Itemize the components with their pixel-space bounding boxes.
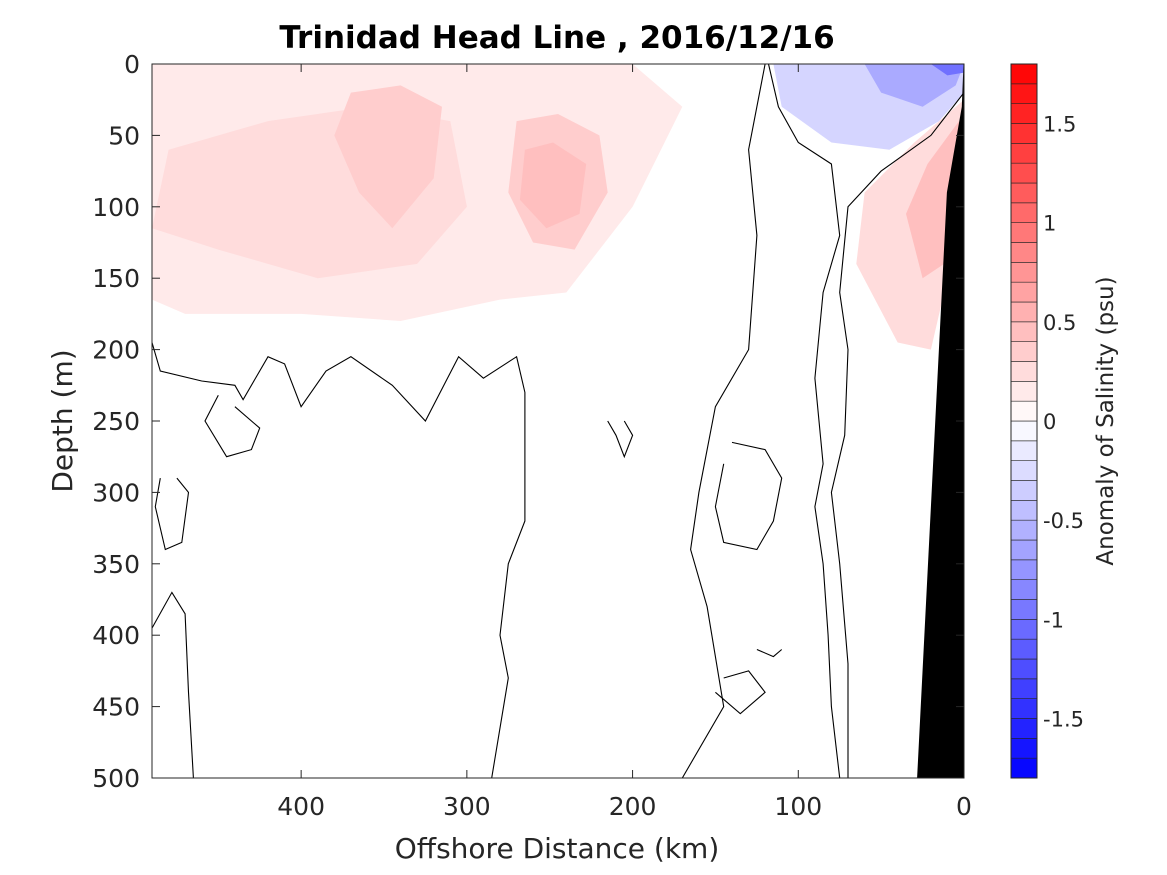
shelf-mask-polygon [917,64,964,778]
colorbar-segment [1010,718,1038,739]
zero-contour-6 [715,670,766,715]
colorbar-ticks: -1.5 -1 -0.5 0 0.5 1 1.5 [1043,113,1084,732]
chart-title: Trinidad Head Line , 2016/12/16 [279,20,834,56]
colorbar-segment [1010,480,1038,501]
y-tick-label: 450 [92,693,140,722]
colorbar-frame [1010,63,1038,779]
colorbar-segment [1010,738,1038,759]
x-tick-label: 100 [774,792,822,821]
colorbar-segment [1010,123,1038,144]
colorbar-segment [1010,321,1038,342]
y-tick-label: 200 [92,336,140,365]
zero-contour-4 [607,420,634,459]
x-axis-ticks: 400 300 200 100 0 [277,64,972,821]
colorbar-segment [1010,420,1038,442]
colorbar-tick-label: -1.5 [1043,708,1084,732]
colorbar-segment [1010,579,1038,600]
colorbar-segment [1010,519,1038,541]
zero-contour-5 [714,441,783,551]
colorbar-segment [1010,262,1038,283]
colorbar-segment [1010,440,1038,461]
colorbar-segment [1010,599,1038,620]
colorbar-segment [1010,381,1038,402]
zero-contour-2 [154,477,190,551]
zero-contour-9 [681,64,766,778]
anomaly-region-2 [334,85,442,229]
colorbar-segment [1010,103,1038,124]
colorbar-segment [1010,500,1038,521]
colorbar-segment [1010,202,1038,223]
colorbar-segment [1010,361,1038,382]
y-tick-label: 150 [92,264,140,293]
colorbar-tick-label: 0 [1043,410,1056,434]
y-tick-label: 300 [92,478,140,507]
colorbar-segment [1010,400,1038,422]
colorbar-tick-label: 0.5 [1043,311,1076,335]
colorbar-segment [1010,757,1038,779]
colorbar [1010,63,1038,779]
zero-contour-lines [152,64,964,778]
y-tick-label: 100 [92,193,140,222]
colorbar-segment [1010,698,1038,719]
colorbar-segment [1010,301,1038,323]
y-tick-label: 500 [92,764,140,793]
anomaly-region-8 [864,64,964,107]
zero-contour-0 [152,342,526,778]
y-tick-label: 350 [92,550,140,579]
x-tick-label: 400 [277,792,325,821]
zero-contour-7 [756,648,783,658]
colorbar-segment [1010,619,1038,640]
colorbar-segment [1010,539,1038,561]
colorbar-tick-label: -0.5 [1043,509,1084,533]
x-tick-label: 0 [956,792,972,821]
y-axis-label: Depth (m) [46,349,79,492]
anomaly-region-9 [930,64,964,76]
colorbar-segment [1010,242,1038,263]
colorbar-segment [1010,83,1038,104]
colorbar-segment [1010,460,1038,481]
zero-contour-1 [204,395,261,458]
colorbar-segment [1010,281,1038,303]
colorbar-segment [1010,162,1038,184]
y-tick-label: 250 [92,407,140,436]
anomaly-region-4 [519,142,587,229]
colorbar-segment [1010,678,1038,699]
continental-shelf-mask [917,64,964,778]
colorbar-segment [1010,63,1038,85]
x-tick-label: 300 [443,792,491,821]
colorbar-segment [1010,638,1038,660]
zero-contour-8 [767,64,841,778]
colorbar-segment [1010,559,1038,580]
y-tick-label: 0 [124,50,140,79]
colorbar-segment [1010,658,1038,680]
zero-contour-3 [152,591,194,778]
colorbar-segment [1010,182,1038,204]
y-axis-ticks: 0 50 100 150 200 250 300 350 400 450 500 [92,50,964,793]
colorbar-tick-label: 1.5 [1043,113,1076,137]
colorbar-tick-label: -1 [1043,608,1064,632]
zero-contour-10 [830,92,964,778]
x-tick-label: 200 [609,792,657,821]
colorbar-segment [1010,341,1038,362]
x-axis-label: Offshore Distance (km) [395,832,720,865]
y-tick-label: 50 [108,121,140,150]
colorbar-label: Anomaly of Salinity (psu) [1093,276,1119,565]
colorbar-segment [1010,143,1038,164]
colorbar-segment [1010,222,1038,243]
y-tick-label: 400 [92,621,140,650]
colorbar-tick-label: 1 [1043,212,1056,236]
